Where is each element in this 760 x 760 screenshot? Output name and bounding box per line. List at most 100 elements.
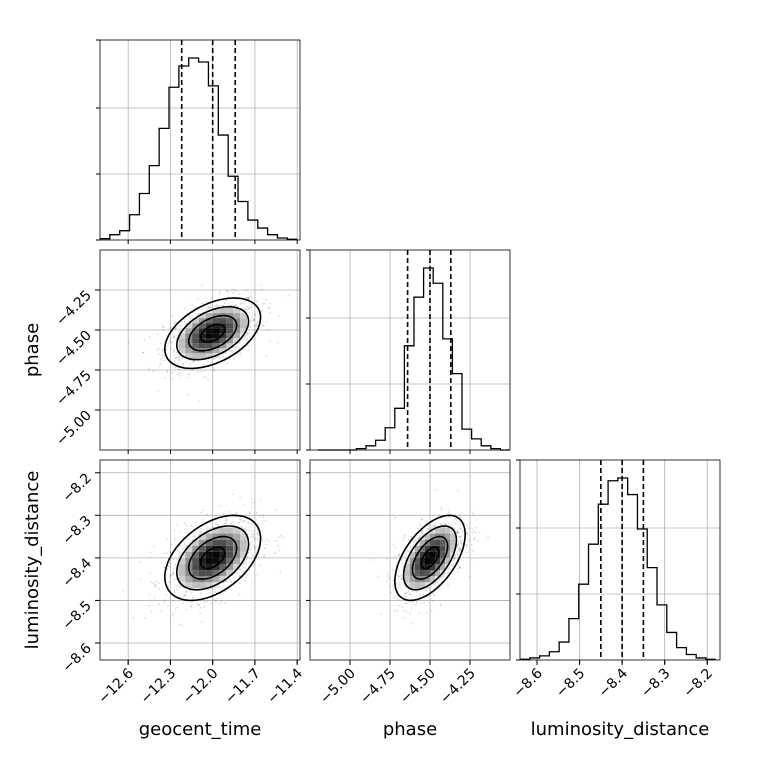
sample-point [392, 568, 394, 571]
sample-point [140, 578, 142, 580]
sample-point [274, 552, 276, 555]
sample-point [461, 531, 464, 533]
sample-point [249, 325, 252, 327]
sample-point [263, 540, 265, 543]
contour-line [187, 535, 238, 580]
sample-point [267, 540, 270, 543]
sample-point [424, 589, 427, 592]
sample-point [462, 529, 464, 532]
sample-point [190, 605, 192, 607]
density-cell [440, 539, 446, 546]
sample-point [468, 527, 470, 530]
sample-point [246, 338, 249, 340]
sample-point [170, 576, 172, 579]
sample-point [156, 349, 159, 352]
density-cell [233, 333, 241, 339]
density-cell [409, 582, 415, 589]
sample-point [252, 522, 254, 525]
density-cell [424, 563, 430, 571]
density-cell [419, 539, 425, 546]
sample-point [153, 545, 156, 548]
sample-point [179, 325, 182, 327]
sample-point [209, 603, 212, 605]
sample-point [247, 551, 250, 554]
density-cell [205, 353, 213, 359]
sample-point [459, 527, 461, 530]
joint-geocent_time-luminosity_distance-panel [100, 460, 300, 660]
sample-point [398, 554, 400, 557]
sample-point [163, 326, 166, 329]
sample-point [161, 354, 164, 357]
sample-point [399, 585, 402, 588]
sample-point [259, 515, 261, 517]
marginal-luminosity_distance-frame [519, 459, 721, 661]
sample-point [191, 597, 194, 600]
density-cell [212, 551, 220, 558]
sample-point [180, 324, 183, 327]
sample-point [209, 303, 212, 306]
sample-point [433, 525, 436, 527]
sample-point [166, 370, 168, 373]
density-cell [233, 308, 241, 314]
sample-point [220, 600, 223, 603]
sample-point [181, 548, 184, 551]
sample-point [198, 400, 200, 402]
sample-point [185, 608, 188, 611]
sample-point [465, 531, 468, 534]
sample-point [224, 590, 227, 593]
sample-point [172, 351, 175, 353]
density-cell [192, 323, 199, 329]
sample-point [247, 307, 250, 309]
density-cell [205, 570, 213, 577]
sample-point [406, 591, 409, 594]
sample-point [175, 327, 177, 329]
sample-point [252, 535, 255, 538]
density-cell [219, 570, 227, 577]
sample-point [188, 316, 191, 319]
sample-point [178, 368, 180, 371]
sample-point [166, 370, 169, 373]
sample-point [392, 579, 395, 582]
sample-point [246, 521, 249, 524]
density-cell [212, 539, 220, 546]
sample-point [150, 610, 153, 613]
sample-point [207, 378, 210, 381]
sample-point [210, 297, 213, 299]
x-axis-label: phase [383, 719, 437, 740]
sample-point [170, 348, 173, 351]
density-cell [450, 533, 456, 540]
density-cell [212, 343, 220, 349]
density-cell [205, 343, 213, 349]
contour-line [420, 546, 440, 570]
sample-point [220, 586, 222, 589]
density-cell [219, 328, 227, 334]
sample-point [208, 592, 211, 594]
sample-point [402, 555, 405, 557]
density-cell [212, 533, 220, 540]
density-cell [226, 563, 234, 571]
density-cell [192, 539, 199, 546]
sample-point [203, 600, 206, 603]
density-cell [226, 323, 234, 329]
sample-point [172, 558, 175, 561]
sample-point [237, 522, 240, 525]
y-tick-label: −8.4 [59, 555, 94, 590]
sample-point [238, 593, 241, 596]
sample-point [458, 547, 461, 550]
sample-point [185, 593, 187, 596]
sample-point [418, 590, 421, 592]
sample-point [164, 377, 167, 379]
sample-point [171, 315, 174, 318]
sample-point [169, 575, 171, 577]
sample-point [282, 536, 285, 539]
sample-point [223, 522, 226, 525]
density-cell [414, 582, 420, 589]
sample-point [260, 284, 262, 287]
sample-point [148, 367, 151, 370]
x-tick-label: −5.00 [317, 666, 359, 708]
contour-line [163, 297, 262, 370]
sample-point [234, 304, 237, 307]
sample-point [199, 607, 202, 609]
sample-point [246, 297, 249, 299]
x-tick-label: −12.3 [138, 666, 180, 708]
